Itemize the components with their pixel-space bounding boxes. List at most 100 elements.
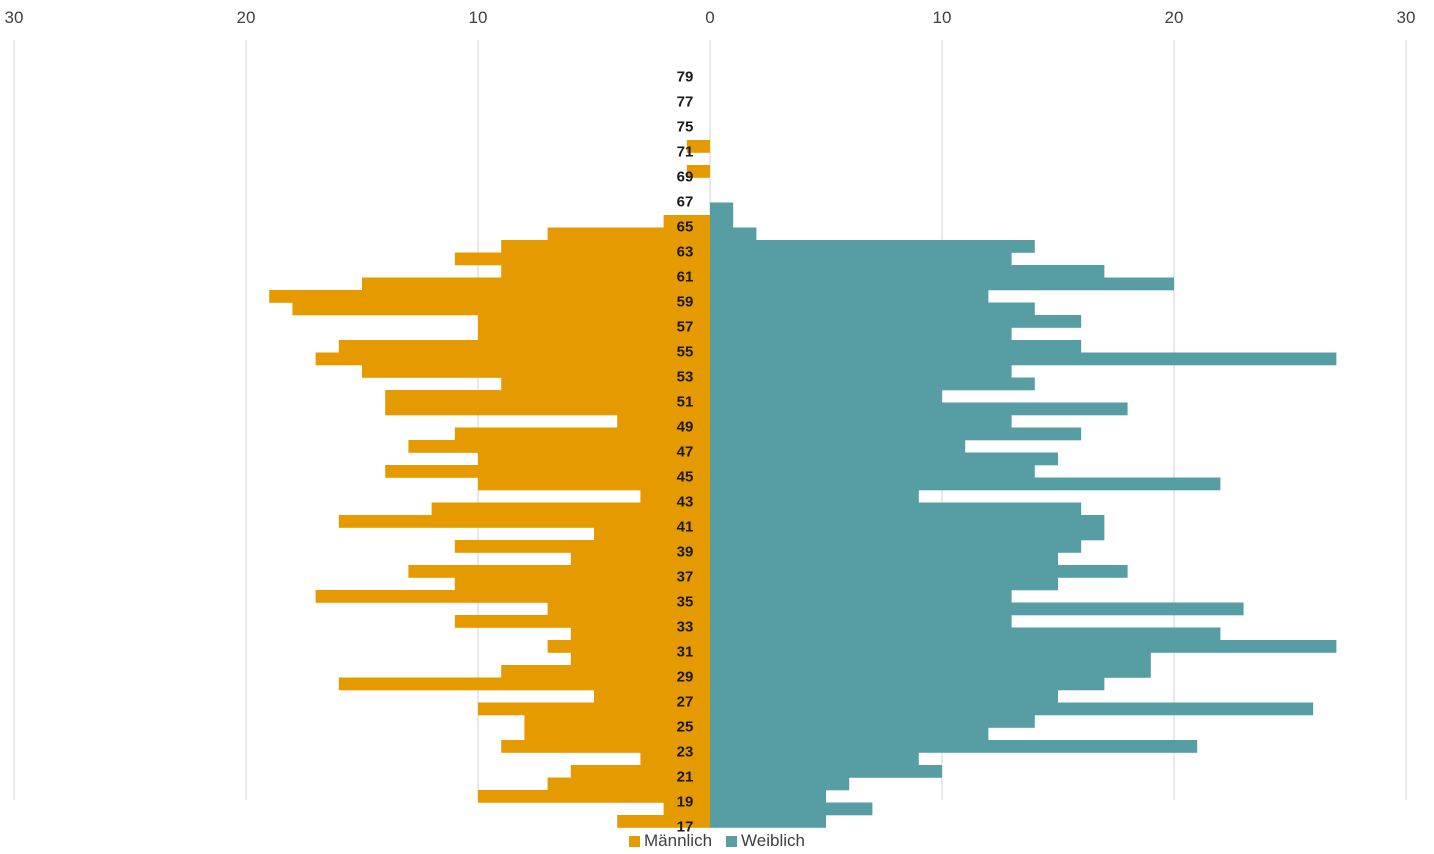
age-tick-label: 75: [677, 119, 694, 136]
female-bar: [710, 552, 1058, 566]
male-bar: [617, 815, 710, 828]
age-axis: 17 19 21 23 25 27 29 31 33 35 37 39 41 43 45 47 49 51 53 55…: [677, 69, 694, 836]
age-tick-label: 23: [677, 744, 694, 761]
female-bar: [710, 577, 1058, 591]
female-bar: [710, 490, 919, 503]
male-bar: [431, 502, 710, 516]
female-bar: [710, 390, 942, 403]
male-bar: [478, 477, 710, 491]
male-bar: [478, 702, 710, 716]
age-tick-label: 41: [677, 519, 694, 536]
male-bar: [478, 315, 710, 328]
female-bar: [710, 615, 1012, 628]
male-bar: [547, 777, 710, 791]
male-bar: [385, 390, 710, 403]
female-bar: [710, 727, 989, 741]
x-tick-label: 10: [933, 8, 952, 27]
male-bar: [454, 252, 710, 266]
female-bar: [710, 265, 1105, 278]
female-bar: [710, 702, 1314, 716]
female-bar: [710, 590, 1012, 603]
male-bar: [570, 765, 710, 778]
age-tick-label: 65: [677, 219, 694, 236]
male-bar: [570, 627, 710, 641]
age-tick-label: 43: [677, 494, 694, 511]
male-bar: [501, 665, 710, 678]
female-bar: [710, 365, 1012, 378]
female-bar: [710, 327, 1012, 341]
age-tick-label: 67: [677, 194, 694, 211]
age-tick-label: 51: [677, 394, 694, 411]
female-bar: [710, 677, 1105, 691]
age-tick-label: 19: [677, 794, 694, 811]
female-bar: [710, 415, 1012, 428]
male-bar: [338, 340, 710, 353]
male-bar: [501, 377, 710, 391]
female-bar: [710, 802, 873, 816]
age-tick-label: 57: [677, 319, 694, 336]
male-bar: [524, 715, 710, 728]
female-bar: [710, 652, 1151, 666]
female-bar: [710, 465, 1035, 478]
age-tick-label: 63: [677, 244, 694, 261]
age-tick-label: 55: [677, 344, 694, 361]
female-bar: [710, 315, 1082, 328]
male-bar: [570, 552, 710, 566]
male-bar: [478, 327, 710, 341]
female-bar: [710, 740, 1198, 753]
bars: [269, 140, 1337, 828]
female-bar: [710, 252, 1012, 266]
female-bar: [710, 502, 1082, 516]
legend-swatch-male: [629, 835, 640, 847]
male-bar: [385, 465, 710, 478]
x-tick-label: 20: [237, 8, 256, 27]
female-bar: [710, 690, 1058, 703]
male-bar: [385, 402, 710, 416]
legend-label-male: Männlich: [644, 831, 713, 850]
female-bar: [710, 640, 1337, 653]
x-tick-label: 10: [469, 8, 488, 27]
female-bar: [710, 752, 919, 766]
male-bar: [315, 590, 710, 603]
female-bar: [710, 290, 989, 303]
x-tick-label: 30: [1397, 8, 1416, 27]
male-bar: [454, 577, 710, 591]
male-bar: [408, 565, 710, 578]
male-bar: [594, 527, 710, 541]
female-bar: [710, 627, 1221, 641]
female-bar: [710, 777, 850, 791]
male-bar: [663, 215, 710, 228]
female-bar: [710, 527, 1105, 541]
male-bar: [315, 352, 710, 366]
x-tick-label: 20: [1165, 8, 1184, 27]
male-bar: [269, 290, 710, 303]
age-tick-label: 35: [677, 594, 694, 611]
x-tick-label: 30: [5, 8, 24, 27]
male-bar: [478, 790, 710, 803]
male-bar: [547, 227, 710, 241]
age-tick-label: 59: [677, 294, 694, 311]
age-tick-label: 49: [677, 419, 694, 436]
age-tick-label: 25: [677, 719, 694, 736]
female-bar: [710, 427, 1082, 441]
x-tick-label: 0: [705, 8, 714, 27]
male-bar: [501, 240, 710, 253]
male-bar: [454, 427, 710, 441]
male-bar: [501, 265, 710, 278]
female-bar: [710, 202, 734, 216]
male-bar: [686, 165, 710, 178]
female-bar: [710, 540, 1082, 553]
age-tick-label: 21: [677, 769, 694, 786]
legend-swatch-female: [726, 835, 738, 847]
male-bar: [478, 452, 710, 466]
female-bar: [710, 715, 1035, 728]
age-tick-label: 33: [677, 619, 694, 636]
legend: Männlich Weiblich: [0, 831, 1434, 851]
male-bar: [338, 515, 710, 528]
male-bar: [524, 727, 710, 741]
male-bar: [547, 602, 710, 616]
female-bar: [710, 602, 1244, 616]
female-bar: [710, 477, 1221, 491]
age-tick-label: 69: [677, 169, 694, 186]
male-bar: [501, 740, 710, 753]
